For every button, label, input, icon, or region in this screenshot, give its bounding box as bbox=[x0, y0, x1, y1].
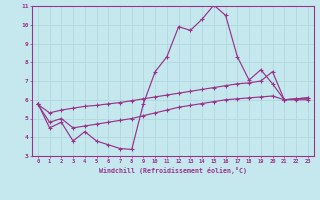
X-axis label: Windchill (Refroidissement éolien,°C): Windchill (Refroidissement éolien,°C) bbox=[99, 167, 247, 174]
